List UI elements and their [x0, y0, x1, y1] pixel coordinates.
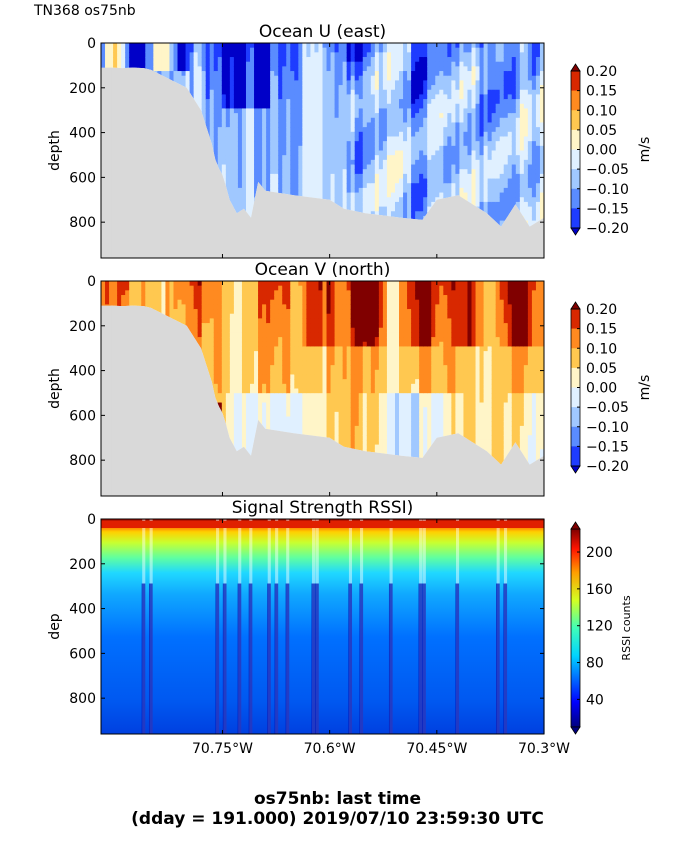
colorbar-gradient: [570, 528, 581, 728]
figure: Ocean U (east)0200400600800depth0.200.15…: [47, 22, 653, 757]
x-tick-label: 70.45°W: [406, 741, 467, 757]
panel-3: Signal Strength RSSI) 0 200 400 600 800 70.75°…: [47, 498, 633, 757]
y-axis-label: depth: [47, 130, 63, 171]
colorbar-tick-label: 0.00: [586, 381, 617, 397]
colorbar-tick-label: 0.05: [586, 123, 617, 139]
plot-frame: [100, 280, 545, 497]
colorbar-label: RSSI counts: [620, 595, 633, 660]
colorbar-tick-label: 0.20: [586, 302, 617, 318]
colorbar: 200 160 120 80 40 RSSI counts: [570, 521, 633, 735]
y-tick-label: 400: [69, 602, 96, 618]
colorbar-label: m/s: [637, 375, 653, 401]
colorbar-tick-label: 0.10: [586, 103, 617, 119]
colorbar-extend-max: [570, 301, 581, 310]
bathymetry: [101, 67, 544, 258]
colorbar-tick-label: −0.15: [586, 201, 629, 217]
panel-title: Ocean V (north): [255, 260, 391, 280]
footer-line-1: os75nb: last time: [253, 789, 422, 809]
colorbar-tick-label: −0.15: [586, 439, 629, 455]
panel-1: Ocean U (east) 0 200 400 600 800 depth 0.20 0.15…: [47, 22, 653, 259]
colorbar: 0.20 0.15 0.10 0.05 0.00 −0.05 −0.10 −0.15 −0.20…: [570, 301, 653, 475]
colorbar-tick-label: −0.05: [586, 400, 629, 416]
colorbar-tick-label: 200: [586, 545, 613, 561]
colorbar-tick-label: 0.00: [586, 143, 617, 159]
colorbar-tick-label: −0.20: [586, 459, 629, 475]
colorbar-tick-label: 120: [586, 619, 613, 635]
y-tick-label: 800: [69, 215, 96, 231]
y-tick-label: 0: [87, 512, 96, 528]
colorbar-tick-label: −0.10: [586, 182, 629, 198]
colorbar-tick-label: −0.20: [586, 221, 629, 237]
rssi-field: [101, 519, 545, 734]
colorbar-tick-label: 80: [586, 656, 604, 672]
colorbar-label: m/s: [637, 137, 653, 163]
colorbar-extend-min: [570, 465, 581, 474]
y-tick-label: 800: [69, 691, 96, 707]
y-tick-label: 600: [69, 646, 96, 662]
y-tick-label: 400: [69, 364, 96, 380]
x-tick-label: 70.75°W: [192, 741, 253, 757]
y-axis-label: depth: [47, 368, 63, 409]
footer-line-2: (dday = 191.000) 2019/07/10 23:59:30 UTC: [131, 809, 544, 829]
colorbar-tick-label: −0.05: [586, 162, 629, 178]
colorbar: 0.20 0.15 0.10 0.05 0.00 −0.05 −0.10 −0.15 −0.20…: [570, 63, 653, 237]
y-tick-label: 200: [69, 319, 96, 335]
plot-frame: [100, 42, 545, 259]
colorbar-extend-max: [570, 521, 581, 530]
colorbar-tick-label: 0.05: [586, 361, 617, 377]
panel-2: Ocean V (north) 0 200 400 600 800 depth 0.20 0.1…: [47, 260, 653, 497]
colorbar-extend-min: [570, 227, 581, 236]
y-tick-label: 0: [87, 274, 96, 290]
colorbar-tick-label: 0.15: [586, 84, 617, 100]
colorbar-tick-label: 0.10: [586, 341, 617, 357]
colorbar-tick-label: 0.15: [586, 322, 617, 338]
cruise-label: TN368 os75nb: [34, 3, 136, 19]
y-tick-label: 200: [69, 557, 96, 573]
y-axis-label: dep: [47, 613, 63, 640]
colorbar-tick-label: −0.10: [586, 420, 629, 436]
colorbar-tick-label: 40: [586, 692, 604, 708]
y-tick-label: 0: [87, 36, 96, 52]
panel-title: Signal Strength RSSI): [232, 498, 414, 518]
y-tick-label: 200: [69, 81, 96, 97]
y-tick-label: 400: [69, 126, 96, 142]
colorbar-tick-label: 0.20: [586, 64, 617, 80]
colorbar-extend-min: [570, 726, 581, 735]
plot-frame: [100, 518, 545, 735]
y-tick-label: 600: [69, 170, 96, 186]
colorbar-tick-label: 160: [586, 582, 613, 598]
colorbar-extend-max: [570, 63, 581, 72]
y-tick-label: 800: [69, 453, 96, 469]
x-tick-label: 70.6°W: [304, 741, 356, 757]
y-tick-label: 600: [69, 408, 96, 424]
bathymetry: [101, 305, 544, 496]
x-tick-label: 70.3°W: [518, 741, 570, 757]
panel-title: Ocean U (east): [259, 22, 386, 42]
